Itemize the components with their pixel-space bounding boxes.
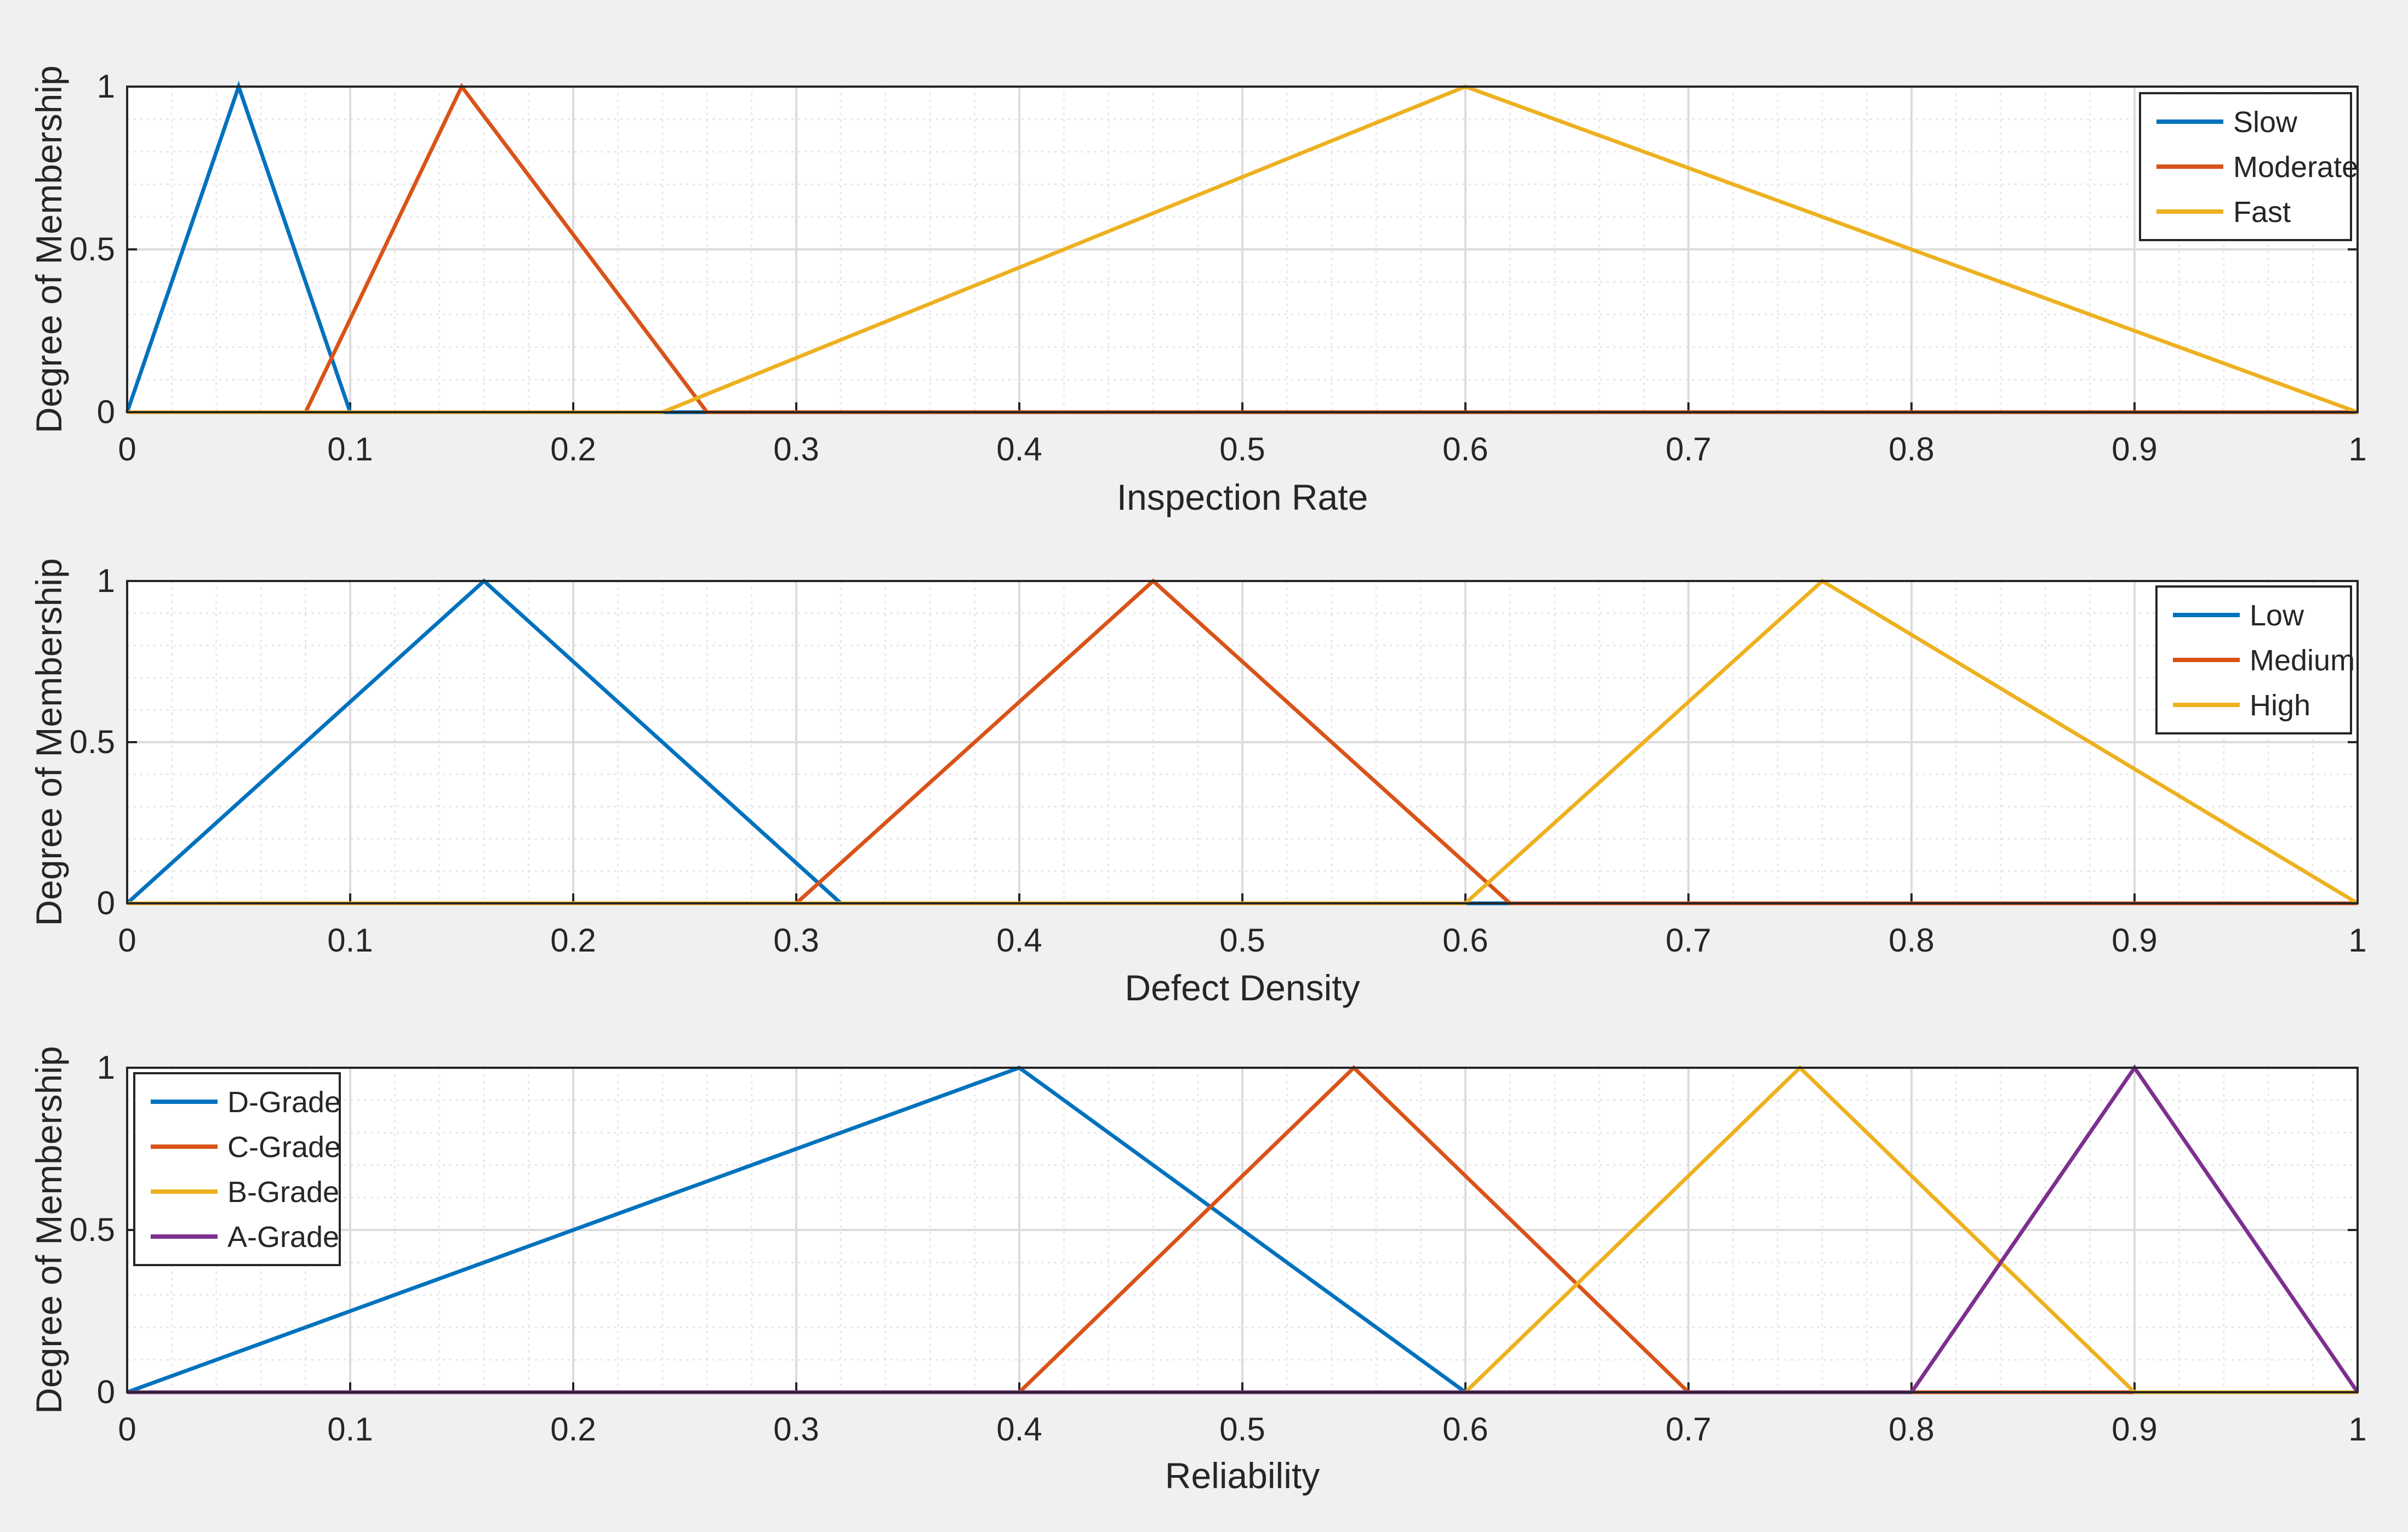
x-tick-label: 0.3 [773, 431, 819, 468]
legend-label: Slow [2233, 106, 2298, 139]
x-axis-label: Reliability [1165, 1455, 1320, 1496]
y-tick-label: 0 [97, 394, 115, 430]
x-tick-label: 0 [118, 431, 136, 468]
x-tick-label: 0.2 [550, 1411, 596, 1448]
x-tick-label: 0.7 [1665, 1411, 1711, 1448]
legend-label: Fast [2233, 196, 2291, 229]
y-axis-label: Degree of Membership [28, 65, 69, 433]
x-tick-label: 1 [2348, 1411, 2366, 1448]
x-tick-label: 0.6 [1442, 1411, 1488, 1448]
minor-grid [127, 1068, 2358, 1392]
x-tick-label: 0 [118, 1411, 136, 1448]
legend-label: C-Grade [227, 1131, 341, 1164]
x-tick-label: 0.2 [550, 431, 596, 468]
x-tick-label: 0.2 [550, 922, 596, 959]
legend-label: High [2250, 689, 2310, 722]
chart-panel-3: 0 0.1 0.2 0.3 0.4 0.5 0.6 0.7 0.8 0.9 1 0 0.5 1 Reliab… [28, 1046, 2367, 1496]
legend: D-Grade C-Grade B-Grade A-Grade [133, 1072, 341, 1266]
x-tick-label: 0.6 [1442, 431, 1488, 468]
x-axis-label: Defect Density [1125, 967, 1360, 1008]
x-tick-label: 0.3 [773, 922, 819, 959]
y-tick-label: 1 [97, 562, 115, 599]
x-tick-label: 0.4 [996, 1411, 1042, 1448]
legend-label: B-Grade [227, 1176, 339, 1209]
x-tick-label: 0.9 [2112, 922, 2157, 959]
x-tick-label: 0.8 [1888, 1411, 1934, 1448]
y-tick-label: 1 [97, 68, 115, 105]
legend-label: Low [2250, 599, 2304, 632]
axes-frame [126, 580, 2359, 904]
x-tick-label: 0.4 [996, 431, 1042, 468]
x-tick-label: 0.1 [327, 431, 373, 468]
x-axis-label: Inspection Rate [1117, 477, 1368, 517]
legend-box [133, 1072, 341, 1266]
axes-frame [126, 86, 2359, 413]
x-tick-label: 0.9 [2112, 431, 2157, 468]
x-tick-label: 0.6 [1442, 922, 1488, 959]
x-tick-label: 0.5 [1219, 922, 1265, 959]
y-tick-label: 0.5 [70, 724, 115, 760]
y-axis-label: Degree of Membership [28, 1046, 69, 1414]
x-tick-label: 0.1 [327, 922, 373, 959]
minor-grid [127, 87, 2358, 412]
legend: Low Medium High [2155, 585, 2355, 734]
x-tick-label: 0.7 [1665, 922, 1711, 959]
y-axis-label: Degree of Membership [28, 558, 69, 926]
x-tick-label: 1 [2348, 922, 2366, 959]
x-tick-label: 0.4 [996, 922, 1042, 959]
legend-label: A-Grade [227, 1221, 339, 1254]
x-tick-label: 0.5 [1219, 431, 1265, 468]
legend-box [2155, 585, 2352, 734]
y-tick-label: 0 [97, 1374, 115, 1410]
legend-label: D-Grade [227, 1086, 341, 1119]
legend: Slow Moderate Fast [2139, 92, 2358, 241]
x-tick-label: 0.8 [1888, 922, 1934, 959]
x-tick-label: 0.1 [327, 1411, 373, 1448]
legend-label: Medium [2250, 644, 2355, 677]
y-tick-label: 0.5 [70, 1211, 115, 1248]
chart-panel-1: 0 0.1 0.2 0.3 0.4 0.5 0.6 0.7 0.8 0.9 1 0 0.5 1 Inspec… [28, 65, 2367, 517]
x-tick-label: 0.3 [773, 1411, 819, 1448]
y-tick-label: 0 [97, 885, 115, 921]
axes-frame [126, 1067, 2359, 1393]
x-tick-label: 0.7 [1665, 431, 1711, 468]
x-tick-label: 1 [2348, 431, 2366, 468]
x-tick-label: 0.8 [1888, 431, 1934, 468]
y-tick-label: 1 [97, 1049, 115, 1086]
x-tick-label: 0.5 [1219, 1411, 1265, 1448]
y-tick-label: 0.5 [70, 231, 115, 267]
legend-label: Moderate [2233, 151, 2358, 184]
chart-panel-2: 0 0.1 0.2 0.3 0.4 0.5 0.6 0.7 0.8 0.9 1 0 0.5 1 Defect… [28, 558, 2367, 1008]
x-tick-label: 0 [118, 922, 136, 959]
x-tick-label: 0.9 [2112, 1411, 2157, 1448]
